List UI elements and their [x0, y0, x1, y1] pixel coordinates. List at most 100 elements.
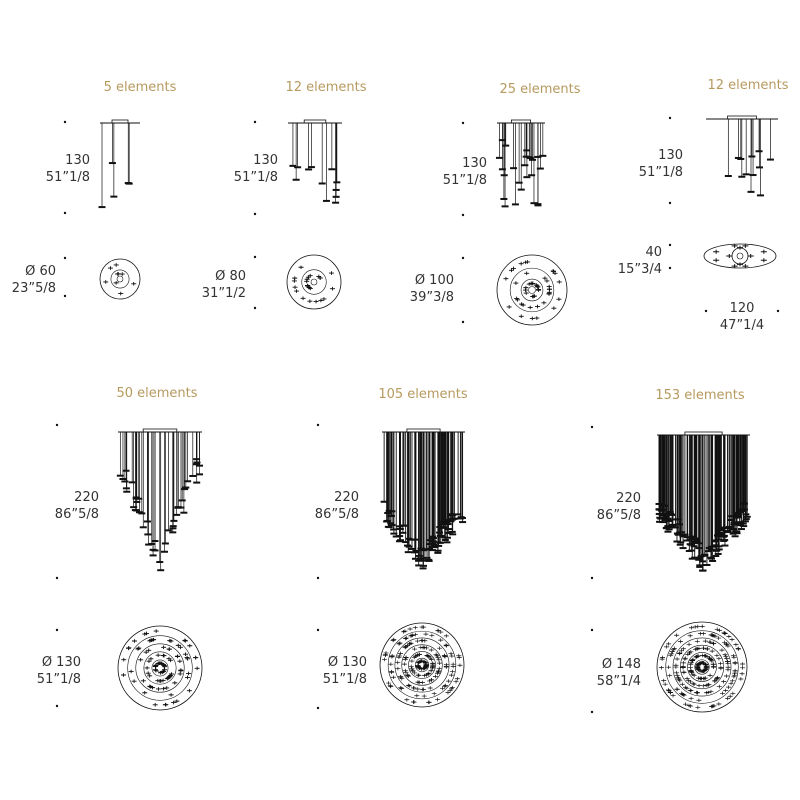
plan-pendant-mark: [716, 702, 722, 706]
plan-pendant-mark: [731, 673, 737, 677]
diameter-in: 51”1/8: [36, 672, 81, 687]
plan-pendant-mark: [695, 705, 701, 710]
plan-pendant-mark: [456, 653, 462, 658]
dimension-marker-dot: [461, 256, 465, 260]
pendant-light: [429, 549, 437, 552]
plan-pendant-mark: [694, 690, 700, 695]
pendant-light: [181, 488, 189, 491]
plan-pendant-mark: [552, 271, 558, 276]
pendant-light: [173, 513, 181, 516]
canopy-rose: [111, 119, 129, 124]
plan-canopy: [528, 286, 536, 294]
pendant-light: [193, 461, 201, 464]
module-5-height: 220 86”5/8: [55, 489, 99, 523]
pendant-light: [728, 528, 736, 531]
pendant-light: [169, 525, 177, 528]
plan-pendant-mark: [720, 691, 726, 696]
plan-pendant-mark: [437, 646, 443, 650]
pendant-light: [523, 149, 531, 152]
plan-pendant-mark: [729, 637, 735, 642]
height-cm: 130: [65, 153, 90, 168]
module-6-diameter: Ø 130 51”1/8: [323, 654, 367, 688]
plan-pendant-mark: [687, 665, 693, 670]
plan-pendant-mark: [151, 637, 157, 642]
plan-outline: [379, 622, 465, 708]
plan-pendant-mark: [177, 645, 183, 650]
plan-pendant-mark: [429, 677, 435, 682]
plan-pendant-mark: [113, 281, 119, 285]
plan-pendant-mark: [550, 269, 556, 273]
diameter-cm: Ø 100: [414, 273, 454, 288]
plan-pendant-mark: [671, 646, 677, 651]
height-cm: 220: [616, 491, 641, 506]
plan-pendant-mark: [434, 654, 440, 658]
plan-pendant-mark: [448, 651, 454, 656]
plan-pendant-mark: [688, 660, 694, 665]
plan-pendant-mark: [527, 305, 533, 310]
module-6-title: 105 elements: [378, 387, 468, 402]
plan-pendant-mark: [304, 279, 310, 284]
pendant-light: [294, 166, 302, 169]
pendant-light: [157, 569, 165, 572]
pendant-light: [715, 548, 723, 551]
pendant-light: [390, 532, 398, 535]
plan-outline: [656, 621, 748, 713]
plan-inner-ring: [731, 247, 749, 265]
plan-canopy: [310, 278, 318, 286]
plan-pendant-mark: [411, 647, 417, 651]
plan-pendant-mark: [432, 674, 438, 679]
plan-pendant-mark: [414, 639, 420, 643]
pendant-light: [731, 535, 739, 538]
plan-pendant-mark: [725, 665, 731, 670]
plan-pendant-mark: [737, 262, 743, 267]
plan-pendant-mark: [382, 653, 388, 658]
pendant-light: [441, 536, 449, 539]
pendant-light: [384, 511, 392, 514]
plan-pendant-mark: [666, 665, 672, 669]
plan-pendant-mark: [742, 243, 749, 248]
plan-pendant-mark: [725, 659, 731, 664]
plan-pendant-mark: [402, 645, 408, 650]
plan-inner-ring: [401, 644, 443, 686]
plan-pendant-mark: [167, 658, 173, 663]
module-5-title: 50 elements: [116, 386, 198, 401]
pendant-light: [690, 545, 698, 548]
plan-pendant-mark: [723, 642, 729, 646]
pendant-light: [696, 564, 704, 567]
pendant-light: [436, 526, 444, 529]
pendant-light: [708, 557, 716, 560]
width-in: 47”1/4: [719, 318, 765, 333]
plan-pendant-mark: [396, 654, 402, 658]
plan-pendant-mark: [738, 677, 744, 681]
module-2-diameter: Ø 80 31”1/2: [202, 268, 246, 302]
plan-pendant-mark: [162, 702, 168, 707]
plan-pendant-mark: [747, 254, 754, 258]
plan-pendant-mark: [411, 686, 417, 690]
plan-pendant-mark: [716, 656, 722, 661]
pendant-light: [528, 174, 536, 177]
plan-pendant-mark: [689, 658, 695, 663]
plan-pendant-mark: [665, 688, 671, 692]
plan-pendant-mark: [389, 653, 395, 658]
plan-pendant-mark: [721, 631, 727, 635]
plan-pendant-mark: [426, 671, 432, 676]
pendant-light: [415, 564, 423, 567]
plan-pendant-mark: [438, 630, 444, 634]
plan-pendant-mark: [551, 269, 557, 274]
plan-pendant-mark: [676, 677, 682, 681]
plan-inner-ring: [679, 644, 725, 690]
pendant-light: [149, 554, 157, 557]
plan-pendant-mark: [444, 644, 450, 648]
pendant-light: [119, 478, 127, 481]
plan-pendant-mark: [450, 664, 456, 669]
pendant-light: [697, 555, 705, 558]
pendant-light: [415, 554, 423, 557]
plan-pendant-mark: [703, 690, 709, 695]
pendant-light: [169, 527, 177, 530]
pendant-light: [169, 531, 177, 534]
plan-pendant-mark: [420, 638, 426, 643]
pendant-light: [737, 528, 745, 531]
plan-pendant-mark: [388, 662, 394, 667]
pendant-light: [669, 524, 677, 527]
plan-pendant-mark: [388, 684, 394, 689]
